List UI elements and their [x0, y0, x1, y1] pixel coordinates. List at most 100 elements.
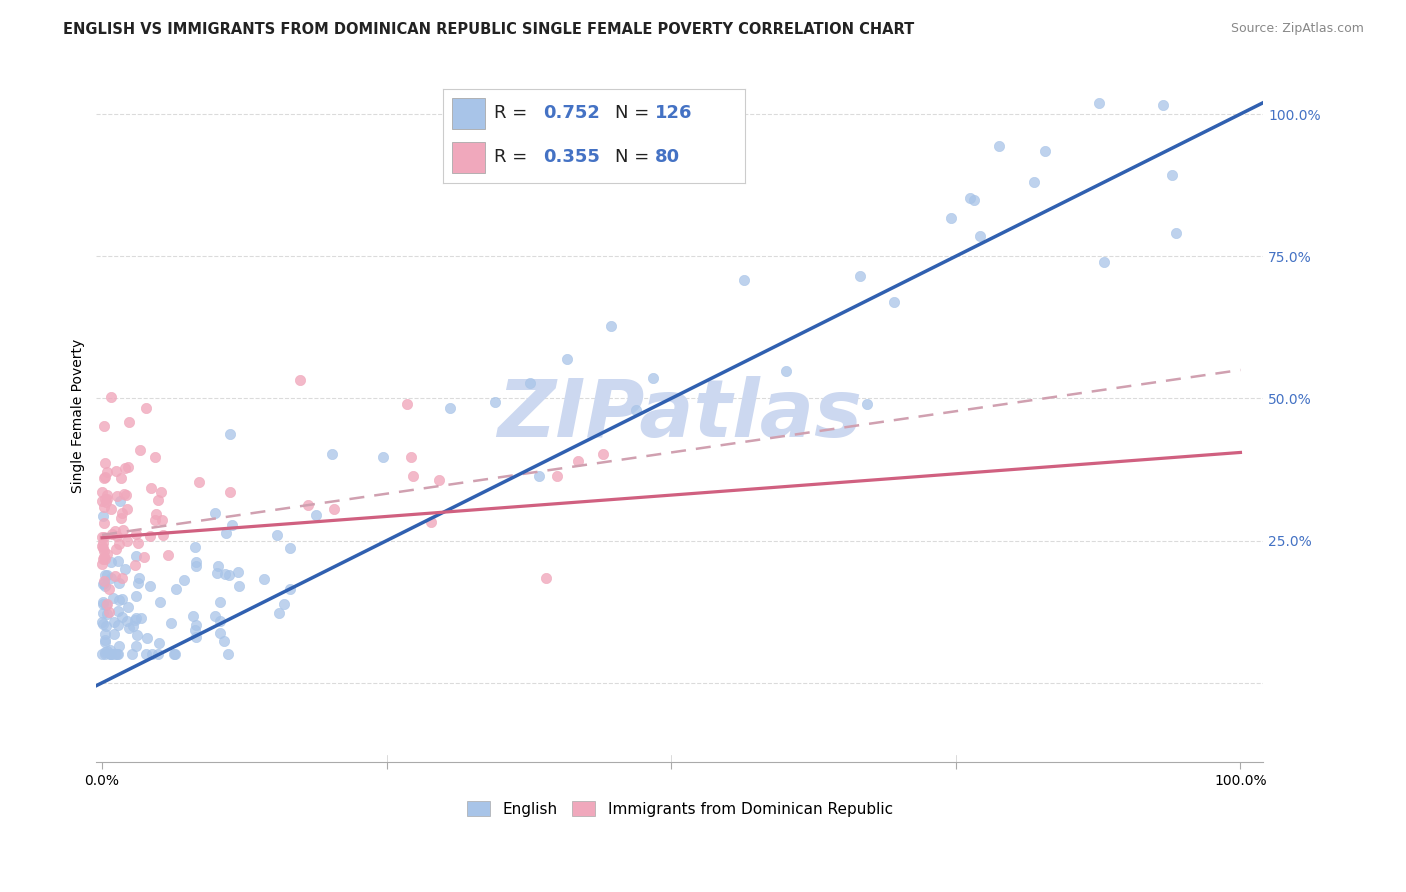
Point — [226, 565, 249, 579]
Point — [143, 513, 166, 527]
Point — [96, 492, 118, 507]
Point — [93, 544, 115, 558]
Point — [93, 536, 115, 550]
Legend: English, Immigrants from Dominican Republic: English, Immigrants from Dominican Repub… — [460, 793, 900, 824]
Point — [546, 469, 568, 483]
Point — [118, 621, 141, 635]
Point — [101, 526, 124, 541]
Point — [125, 628, 148, 642]
Text: 80: 80 — [655, 148, 679, 166]
Point — [143, 450, 166, 464]
Point — [121, 648, 143, 662]
Point — [96, 568, 118, 582]
Point — [567, 454, 589, 468]
Text: R =: R = — [495, 103, 533, 121]
Point — [112, 486, 135, 500]
Point — [94, 567, 117, 582]
Point — [305, 508, 328, 522]
Point — [959, 191, 981, 205]
Point — [96, 547, 118, 561]
Point — [127, 536, 149, 550]
Point — [399, 450, 422, 464]
Point — [93, 574, 115, 588]
Point — [108, 592, 131, 607]
Point — [969, 229, 991, 244]
Point — [111, 571, 134, 585]
Point — [94, 456, 117, 470]
Text: Source: ZipAtlas.com: Source: ZipAtlas.com — [1230, 22, 1364, 36]
Point — [107, 553, 129, 567]
Point — [125, 611, 148, 625]
Point — [105, 464, 128, 478]
Point — [165, 648, 187, 662]
Point — [108, 575, 131, 590]
Point — [600, 318, 623, 333]
Point — [118, 415, 141, 429]
Point — [111, 592, 134, 607]
Point — [297, 498, 319, 512]
Point — [94, 470, 117, 484]
Point — [100, 556, 122, 570]
Point — [219, 485, 242, 500]
Point — [93, 418, 115, 433]
Point — [148, 635, 170, 649]
Point — [110, 510, 132, 524]
Point — [592, 447, 614, 461]
FancyBboxPatch shape — [451, 97, 485, 129]
Point — [124, 549, 146, 563]
Point — [107, 648, 129, 662]
Point — [184, 555, 207, 569]
Point — [93, 627, 115, 641]
Point — [963, 193, 986, 207]
Point — [93, 549, 115, 564]
Point — [371, 450, 394, 464]
Point — [396, 397, 419, 411]
Point — [104, 524, 127, 538]
Point — [121, 619, 143, 633]
Point — [111, 610, 134, 624]
Point — [94, 495, 117, 509]
Point — [114, 562, 136, 576]
Point — [103, 615, 125, 629]
Point — [145, 507, 167, 521]
Point — [96, 488, 118, 502]
FancyBboxPatch shape — [451, 142, 485, 173]
Point — [100, 648, 122, 662]
Point — [148, 648, 170, 662]
Point — [93, 633, 115, 648]
Point — [117, 459, 139, 474]
Point — [141, 482, 163, 496]
Point — [125, 589, 148, 603]
Point — [136, 631, 159, 645]
Point — [98, 605, 121, 619]
Point — [129, 611, 152, 625]
Point — [288, 373, 311, 387]
Point — [91, 552, 114, 566]
Point — [212, 634, 235, 648]
Point — [484, 394, 506, 409]
Point — [91, 617, 114, 632]
Point — [160, 615, 183, 630]
Point — [104, 648, 127, 662]
Point — [91, 595, 114, 609]
Point — [941, 211, 963, 226]
Point — [188, 475, 211, 489]
Point — [129, 442, 152, 457]
Point — [273, 597, 295, 611]
Point — [555, 351, 578, 366]
Point — [93, 516, 115, 530]
Point — [100, 648, 122, 662]
Point — [108, 494, 131, 508]
Point — [323, 501, 346, 516]
Point — [1164, 226, 1187, 240]
Point — [125, 639, 148, 653]
Point — [150, 484, 173, 499]
Point — [117, 533, 139, 548]
Point — [94, 618, 117, 632]
Point — [527, 469, 550, 483]
Point — [641, 371, 664, 385]
Y-axis label: Single Female Poverty: Single Female Poverty — [72, 338, 86, 492]
Point — [91, 597, 114, 611]
Point — [228, 579, 250, 593]
Point — [124, 558, 146, 572]
